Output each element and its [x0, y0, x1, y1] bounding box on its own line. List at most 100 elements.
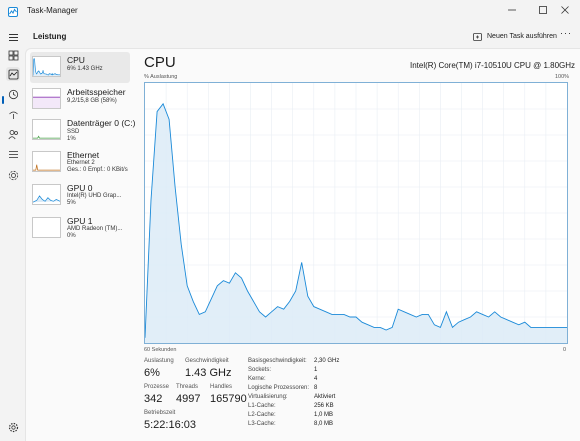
processes-label: Prozesse	[144, 384, 170, 390]
cpu-usage-line	[145, 102, 567, 338]
threads-label: Threads	[176, 384, 199, 390]
performance-icon	[8, 69, 18, 79]
nav-settings[interactable]	[6, 420, 20, 434]
hamburger-menu-button[interactable]	[6, 30, 20, 44]
resource-name: Datenträger 0 (C:)	[67, 118, 136, 128]
resource-item-cpu[interactable]: CPU 6% 1.43 GHz	[30, 52, 130, 83]
uptime-label: Betriebszeit	[144, 410, 176, 416]
resource-detail-2: Ges.: 0 Empf.: 0 KBit/s	[67, 167, 128, 173]
resource-detail-2: 0%	[67, 233, 76, 239]
handles-label: Handles	[210, 384, 233, 390]
disk-thumbnail	[32, 119, 61, 140]
close-button[interactable]	[553, 0, 577, 20]
cpu-model-name: Intel(R) Core(TM) i7-10510U CPU @ 1.80GH…	[410, 61, 576, 70]
cpu-usage-line	[33, 57, 60, 76]
spec-label: L1-Cache:	[248, 403, 276, 409]
axis-label-min: 0	[563, 347, 567, 353]
processes-icon	[8, 50, 18, 60]
spec-value: 256 KB	[314, 403, 334, 409]
spec-label: Kerne:	[248, 376, 266, 382]
close-icon	[561, 6, 569, 14]
axis-label-time: 60 Sekunden	[144, 347, 177, 353]
memory-thumbnail	[32, 88, 61, 109]
run-new-task-button[interactable]: Neuen Task ausführen	[473, 29, 557, 43]
minimize-button[interactable]	[500, 0, 524, 20]
maximize-icon	[539, 6, 547, 14]
users-icon	[7, 129, 18, 139]
ethernet-thumbnail	[32, 151, 61, 172]
cpu-usage-area	[145, 103, 567, 343]
spec-label: L3-Cache:	[248, 421, 276, 427]
resource-detail: SSD	[67, 129, 80, 135]
gpu0-thumbnail	[32, 184, 61, 205]
cpu-heading: CPU	[144, 54, 176, 71]
nav-performance[interactable]	[6, 67, 20, 81]
task-manager-app-icon	[8, 7, 18, 17]
resource-item-ethernet[interactable]: Ethernet Ethernet 2 Ges.: 0 Empf.: 0 KBi…	[30, 147, 130, 178]
spec-label: Sockets:	[248, 367, 272, 373]
spec-value: 8,0 MB	[314, 421, 334, 427]
resource-name: Ethernet	[67, 150, 100, 160]
threads-value: 4997	[176, 393, 201, 405]
nav-details[interactable]	[6, 147, 20, 161]
utilization-value: 6%	[144, 367, 160, 379]
resource-name: GPU 1	[67, 216, 93, 226]
window-title: Task-Manager	[27, 6, 78, 15]
spec-label: Logische Prozessoren:	[248, 385, 310, 391]
cpu-usage-chart	[145, 83, 567, 343]
utilization-label: Auslastung	[144, 358, 174, 364]
resource-detail: AMD Radeon (TM)...	[67, 226, 123, 232]
spec-value: 1	[314, 367, 318, 373]
history-icon	[8, 89, 18, 99]
gpu1-thumbnail	[32, 217, 61, 238]
resource-item-memory[interactable]: Arbeitsspeicher 9,2/15,8 GB (58%)	[30, 84, 130, 115]
resource-detail-2: 5%	[67, 200, 76, 206]
spec-value: 2,30 GHz	[314, 358, 340, 364]
minimize-icon	[508, 9, 516, 11]
more-options-button[interactable]: ···	[560, 28, 572, 38]
resource-detail: Ethernet 2	[67, 160, 95, 166]
details-icon	[8, 150, 18, 158]
nav-services[interactable]	[6, 168, 20, 182]
page-header: Leistung Neuen Task ausführen ···	[25, 24, 580, 48]
resource-item-disk[interactable]: Datenträger 0 (C:) SSD 1%	[30, 115, 136, 146]
nav-processes[interactable]	[6, 48, 20, 62]
resource-detail-2: 1%	[67, 136, 76, 142]
page-title: Leistung	[33, 32, 67, 41]
nav-users[interactable]	[6, 127, 20, 141]
spec-label: L2-Cache:	[248, 412, 276, 418]
resource-item-gpu1[interactable]: GPU 1 AMD Radeon (TM)... 0%	[30, 213, 130, 244]
resource-name: Arbeitsspeicher	[67, 87, 126, 97]
resource-item-gpu0[interactable]: GPU 0 Intel(R) UHD Grap... 5%	[30, 180, 130, 211]
spec-value: 1,0 MB	[314, 412, 334, 418]
nav-active-indicator	[2, 96, 4, 104]
gear-icon	[8, 422, 18, 432]
resource-name: GPU 0	[67, 183, 93, 193]
resource-detail: 9,2/15,8 GB (58%)	[67, 98, 117, 104]
axis-label-max: 100%	[555, 74, 570, 80]
spec-value: Aktiviert	[314, 394, 336, 400]
nav-app-history[interactable]	[6, 87, 20, 101]
services-icon	[8, 170, 18, 180]
speed-value: 1.43 GHz	[185, 367, 232, 379]
cpu-usage-area	[33, 58, 60, 76]
resource-detail: 6% 1.43 GHz	[67, 66, 103, 72]
spec-label: Basisgeschwindigkeit:	[248, 358, 307, 364]
hamburger-icon	[8, 33, 18, 41]
spec-label: Virtualisierung:	[248, 394, 288, 400]
processes-value: 342	[144, 393, 163, 405]
speed-label: Geschwindigkeit	[185, 358, 229, 364]
spec-value: 4	[314, 376, 318, 382]
run-new-task-label: Neuen Task ausführen	[487, 32, 557, 40]
spec-value: 8	[314, 385, 318, 391]
handles-value: 165790	[210, 393, 247, 405]
nav-startup-apps[interactable]	[6, 107, 20, 121]
startup-icon	[8, 111, 18, 119]
cpu-thumbnail	[32, 56, 61, 77]
maximize-button[interactable]	[531, 0, 555, 20]
resource-detail: Intel(R) UHD Grap...	[67, 193, 122, 199]
cpu-usage-graph	[144, 82, 568, 344]
resource-name: CPU	[67, 55, 85, 65]
navigation-rail	[0, 24, 25, 441]
axis-label-usage: % Auslastung	[144, 74, 178, 80]
